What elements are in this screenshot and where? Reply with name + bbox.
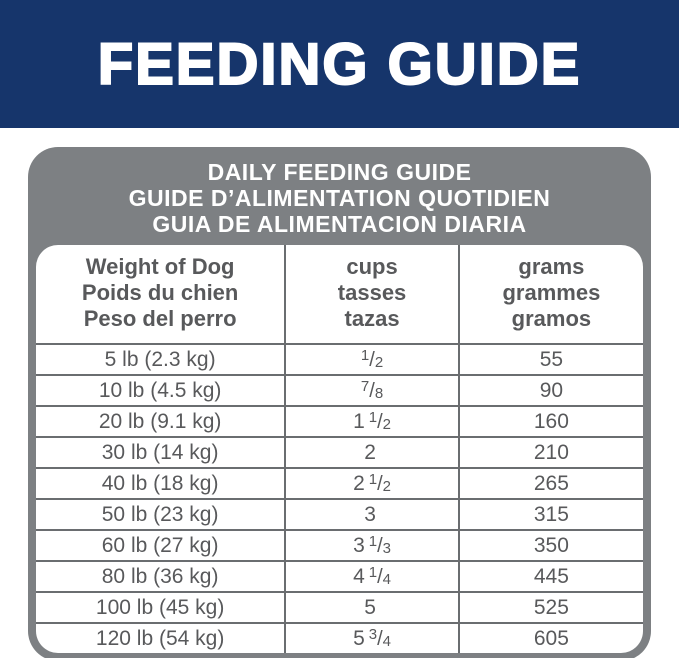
card-header-line-fr: GUIDE D’ALIMENTATION QUOTIDIEN	[128, 185, 551, 211]
cups-cell: 1/2	[284, 345, 458, 374]
fraction-numerator: 1	[368, 471, 378, 488]
cups-header-fr: tasses	[337, 280, 407, 305]
table-row: 30 lb (14 kg) 2/ 210	[36, 436, 643, 467]
fraction-slash: /	[377, 473, 383, 495]
table-row: 50 lb (23 kg) 3/ 315	[36, 498, 643, 529]
card-header-line-en: DAILY FEEDING GUIDE	[207, 159, 472, 185]
banner-title: FEEDING GUIDE	[97, 31, 582, 98]
feeding-guide-banner: FEEDING GUIDE	[0, 0, 679, 128]
grams-cell: 525	[457, 593, 643, 622]
weight-header-es: Peso del perro	[83, 306, 237, 331]
column-header-cups: cups tasses tazas	[284, 245, 458, 343]
fraction-numerator: 1	[368, 409, 378, 426]
fraction-denominator: 2	[382, 478, 392, 495]
feeding-table: Weight of Dog Poids du chien Peso del pe…	[36, 245, 643, 653]
table-row: 120 lb (54 kg) 5 3/4 605	[36, 622, 643, 653]
weight-cell: 10 lb (4.5 kg)	[98, 378, 222, 402]
weight-cell: 5 lb (2.3 kg)	[104, 347, 216, 371]
cups-whole: 3	[353, 533, 365, 557]
cups-whole: 4	[353, 564, 365, 588]
cups-cell: 1 1/2	[284, 407, 458, 436]
grams-cell: 350	[457, 531, 643, 560]
cups-header-es: tazas	[344, 306, 400, 331]
cups-cell: 3/	[284, 500, 458, 529]
grams-header-fr: grammes	[502, 280, 601, 305]
card-header-line-es: GUIA DE ALIMENTACION DIARIA	[152, 211, 527, 237]
table-row: 20 lb (9.1 kg) 1 1/2 160	[36, 405, 643, 436]
weight-cell: 120 lb (54 kg)	[95, 626, 225, 650]
fraction-slash: /	[377, 535, 383, 557]
fraction-denominator: 2	[374, 354, 384, 371]
fraction-numerator: 1	[360, 347, 370, 364]
weight-header-fr: Poids du chien	[81, 280, 239, 305]
fraction-slash: /	[377, 566, 383, 588]
table-row: 40 lb (18 kg) 2 1/2 265	[36, 467, 643, 498]
weight-header-en: Weight of Dog	[85, 254, 235, 279]
weight-cell: 40 lb (18 kg)	[101, 471, 219, 495]
column-header-weight: Weight of Dog Poids du chien Peso del pe…	[36, 245, 284, 343]
cups-cell: 5/	[284, 593, 458, 622]
fraction-denominator: 8	[374, 385, 384, 402]
grams-cell: 605	[457, 624, 643, 653]
cups-whole: 5	[364, 595, 376, 619]
table-row: 10 lb (4.5 kg) 7/8 90	[36, 374, 643, 405]
cups-whole: 5	[353, 626, 365, 650]
cups-cell: 5 3/4	[284, 624, 458, 653]
grams-header-es: gramos	[511, 306, 592, 331]
cups-cell: 4 1/4	[284, 562, 458, 591]
fraction-slash: /	[369, 349, 375, 371]
fraction-numerator: 3	[368, 626, 378, 643]
cups-cell: 3 1/3	[284, 531, 458, 560]
weight-cell: 30 lb (14 kg)	[101, 440, 219, 464]
cups-cell: 2 1/2	[284, 469, 458, 498]
fraction-denominator: 4	[382, 571, 392, 588]
cups-cell: 2/	[284, 438, 458, 467]
cups-whole: 2	[364, 440, 376, 464]
grams-cell: 445	[457, 562, 643, 591]
weight-cell: 20 lb (9.1 kg)	[98, 409, 222, 433]
cups-whole: 1	[353, 409, 365, 433]
cups-fraction: 7/8	[361, 378, 383, 403]
grams-cell: 265	[457, 469, 643, 498]
fraction-denominator: 2	[382, 416, 392, 433]
grams-header-en: grams	[518, 254, 585, 279]
weight-cell: 60 lb (27 kg)	[101, 533, 219, 557]
fraction-numerator: 1	[368, 533, 378, 550]
cups-fraction: 1/3	[369, 533, 391, 558]
daily-feeding-guide-card: DAILY FEEDING GUIDE GUIDE D’ALIMENTATION…	[28, 147, 651, 658]
cups-fraction: 1/2	[361, 347, 383, 372]
cups-whole: 2	[353, 471, 365, 495]
fraction-denominator: 4	[382, 633, 392, 650]
fraction-slash: /	[369, 380, 375, 402]
grams-cell: 90	[457, 376, 643, 405]
grams-cell: 55	[457, 345, 643, 374]
fraction-denominator: 3	[382, 540, 392, 557]
weight-cell: 100 lb (45 kg)	[95, 595, 225, 619]
fraction-slash: /	[377, 411, 383, 433]
cups-fraction: 1/2	[369, 471, 391, 496]
fraction-numerator: 7	[360, 378, 370, 395]
column-header-grams: grams grammes gramos	[457, 245, 643, 343]
grams-cell: 160	[457, 407, 643, 436]
table-row: 80 lb (36 kg) 4 1/4 445	[36, 560, 643, 591]
fraction-slash: /	[377, 628, 383, 650]
fraction-numerator: 1	[368, 564, 378, 581]
cups-header-en: cups	[346, 254, 398, 279]
table-row: 100 lb (45 kg) 5/ 525	[36, 591, 643, 622]
grams-cell: 315	[457, 500, 643, 529]
cups-fraction: 1/2	[369, 409, 391, 434]
table-row: 60 lb (27 kg) 3 1/3 350	[36, 529, 643, 560]
weight-cell: 50 lb (23 kg)	[101, 502, 219, 526]
weight-cell: 80 lb (36 kg)	[101, 564, 219, 588]
cups-whole: 3	[364, 502, 376, 526]
table-header-row: Weight of Dog Poids du chien Peso del pe…	[36, 245, 643, 343]
table-row: 5 lb (2.3 kg) 1/2 55	[36, 343, 643, 374]
grams-cell: 210	[457, 438, 643, 467]
card-header: DAILY FEEDING GUIDE GUIDE D’ALIMENTATION…	[36, 147, 643, 245]
cups-cell: 7/8	[284, 376, 458, 405]
cups-fraction: 1/4	[369, 564, 391, 589]
cups-fraction: 3/4	[369, 626, 391, 651]
